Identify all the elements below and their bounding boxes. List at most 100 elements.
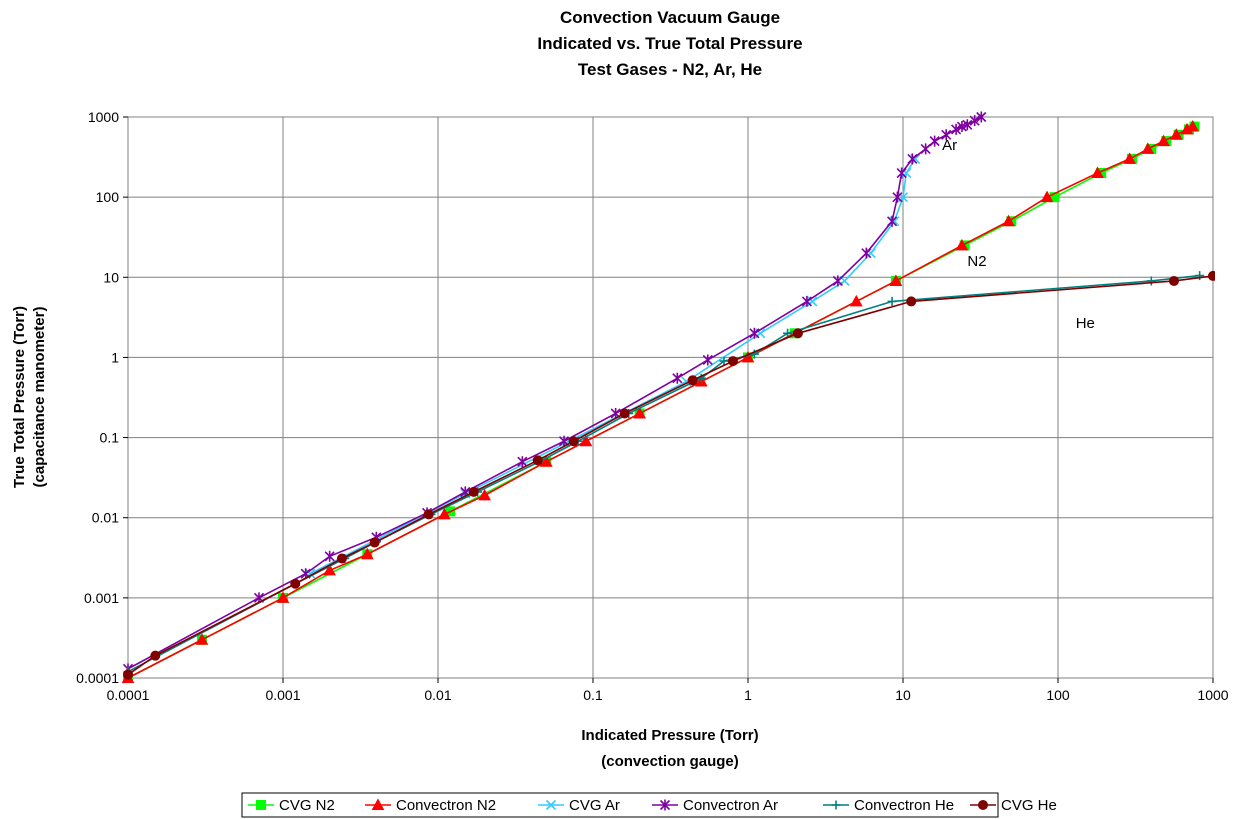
data-point-convectron-ar bbox=[702, 354, 713, 366]
data-point-convectron-n2 bbox=[1002, 214, 1015, 227]
legend-item-convectron-he: Convectron He bbox=[823, 797, 954, 814]
data-point-cvg-he bbox=[727, 356, 738, 367]
data-point-cvg-he bbox=[369, 537, 380, 548]
data-point-cvg-he bbox=[1168, 275, 1179, 286]
legend-item-convectron-ar: Convectron Ar bbox=[652, 797, 778, 814]
series-line-cvg-he bbox=[127, 275, 1214, 676]
data-point-convectron-n2 bbox=[889, 274, 903, 286]
data-point-convectron-ar bbox=[892, 191, 903, 203]
y-tick-label: 1000 bbox=[88, 109, 119, 125]
data-point-cvg-he bbox=[336, 553, 347, 564]
data-point-convectron-n2 bbox=[1040, 190, 1054, 203]
data-point-convectron-n2 bbox=[1169, 128, 1183, 140]
data-point-convectron-n2 bbox=[1186, 120, 1200, 132]
series-cvg-ar bbox=[305, 153, 921, 579]
data-point-convectron-ar bbox=[324, 550, 335, 562]
x-tick-label: 0.1 bbox=[583, 687, 603, 703]
y-tick-label: 0.0001 bbox=[76, 670, 119, 686]
legend-marker-convectron-he bbox=[831, 800, 841, 810]
data-point-convectron-ar bbox=[832, 275, 843, 287]
y-tick-label: 10 bbox=[103, 269, 119, 285]
data-point-convectron-n2 bbox=[1141, 142, 1155, 154]
annotation-label: N2 bbox=[967, 253, 986, 270]
data-point-cvg-he bbox=[687, 375, 698, 386]
data-point-convectron-ar bbox=[907, 153, 918, 165]
data-point-convectron-ar bbox=[672, 372, 683, 384]
x-tick-label: 1000 bbox=[1197, 687, 1228, 703]
y-tick-label: 0.1 bbox=[100, 430, 120, 446]
data-point-convectron-ar bbox=[976, 111, 987, 123]
data-point-cvg-he bbox=[468, 486, 479, 497]
legend-label: Convectron Ar bbox=[683, 797, 778, 814]
series-convectron-he bbox=[123, 271, 1205, 677]
legend-item-cvg-n2: CVG N2 bbox=[248, 797, 335, 814]
data-point-convectron-ar bbox=[886, 215, 898, 227]
data-point-cvg-he bbox=[1208, 270, 1215, 281]
annotation-label: He bbox=[1076, 315, 1095, 332]
data-point-convectron-ar bbox=[517, 456, 528, 468]
y-axis-title-line-2: (capacitance manometer) bbox=[31, 307, 48, 488]
legend-label: CVG Ar bbox=[569, 797, 620, 814]
data-point-cvg-he bbox=[290, 578, 301, 589]
x-tick-label: 0.01 bbox=[424, 687, 451, 703]
series-line-cvg-ar bbox=[309, 158, 916, 575]
chart-title-line-2: Indicated vs. True Total Pressure bbox=[537, 34, 802, 53]
data-point-cvg-he bbox=[619, 408, 630, 419]
data-point-convectron-ar bbox=[962, 119, 973, 131]
data-point-convectron-n2 bbox=[1091, 166, 1104, 179]
data-point-convectron-n2 bbox=[360, 547, 374, 560]
data-point-convectron-ar bbox=[941, 129, 952, 141]
data-point-cvg-he bbox=[423, 509, 434, 520]
data-point-convectron-ar bbox=[956, 121, 967, 133]
legend-label: CVG N2 bbox=[279, 797, 335, 814]
series-cvg-he bbox=[123, 270, 1215, 680]
data-point-cvg-he bbox=[532, 455, 543, 466]
x-axis-title-line-1: Indicated Pressure (Torr) bbox=[581, 727, 758, 744]
data-point-convectron-n2 bbox=[195, 633, 209, 645]
x-tick-label: 1 bbox=[744, 687, 752, 703]
data-point-convectron-ar bbox=[969, 115, 980, 127]
data-point-convectron-he bbox=[1195, 271, 1205, 281]
chart-title-line-1: Convection Vacuum Gauge bbox=[560, 8, 780, 27]
x-axis-title-line-2: (convection gauge) bbox=[601, 753, 739, 770]
x-tick-label: 0.001 bbox=[265, 687, 300, 703]
data-point-convectron-he bbox=[783, 328, 793, 338]
data-point-convectron-ar bbox=[929, 135, 940, 147]
data-point-convectron-n2 bbox=[955, 238, 969, 251]
data-point-convectron-n2 bbox=[1157, 134, 1170, 147]
x-tick-label: 100 bbox=[1046, 687, 1070, 703]
legend-item-convectron-n2: Convectron N2 bbox=[365, 797, 496, 814]
y-axis-title-line-1: True Total Pressure (Torr) bbox=[11, 306, 28, 488]
data-point-convectron-n2 bbox=[438, 507, 451, 520]
data-point-convectron-n2 bbox=[323, 563, 337, 576]
data-point-convectron-n2 bbox=[276, 591, 290, 603]
data-point-convectron-ar bbox=[920, 143, 931, 155]
data-point-convectron-ar bbox=[896, 167, 907, 179]
data-point-cvg-he bbox=[906, 296, 917, 307]
legend-label: CVG He bbox=[1001, 797, 1057, 814]
series-convectron-ar bbox=[122, 111, 987, 675]
legend-marker-cvg-he bbox=[978, 800, 988, 810]
legend-marker-convectron-ar bbox=[659, 799, 671, 811]
data-point-convectron-n2 bbox=[633, 406, 647, 419]
data-point-convectron-ar bbox=[749, 327, 760, 339]
legend-item-cvg-ar: CVG Ar bbox=[538, 797, 620, 814]
data-point-convectron-n2 bbox=[1123, 152, 1137, 164]
plot-area bbox=[127, 116, 1214, 679]
legend-marker-cvg-ar bbox=[545, 799, 557, 811]
legend-marker-convectron-n2 bbox=[371, 798, 385, 810]
y-tick-label: 0.01 bbox=[92, 510, 119, 526]
data-point-cvg-he bbox=[792, 328, 803, 339]
legend-item-cvg-he: CVG He bbox=[970, 797, 1057, 814]
data-point-convectron-ar bbox=[951, 123, 962, 135]
data-point-convectron-he bbox=[719, 356, 729, 366]
data-point-convectron-he bbox=[1146, 276, 1156, 286]
x-tick-label: 0.0001 bbox=[107, 687, 150, 703]
legend-marker-cvg-n2 bbox=[256, 800, 266, 810]
data-point-convectron-n2 bbox=[478, 488, 492, 501]
legend-label: Convectron N2 bbox=[396, 797, 496, 814]
annotation-label: Ar bbox=[942, 137, 957, 154]
data-point-convectron-ar bbox=[801, 295, 812, 307]
data-point-convectron-ar bbox=[861, 247, 872, 259]
